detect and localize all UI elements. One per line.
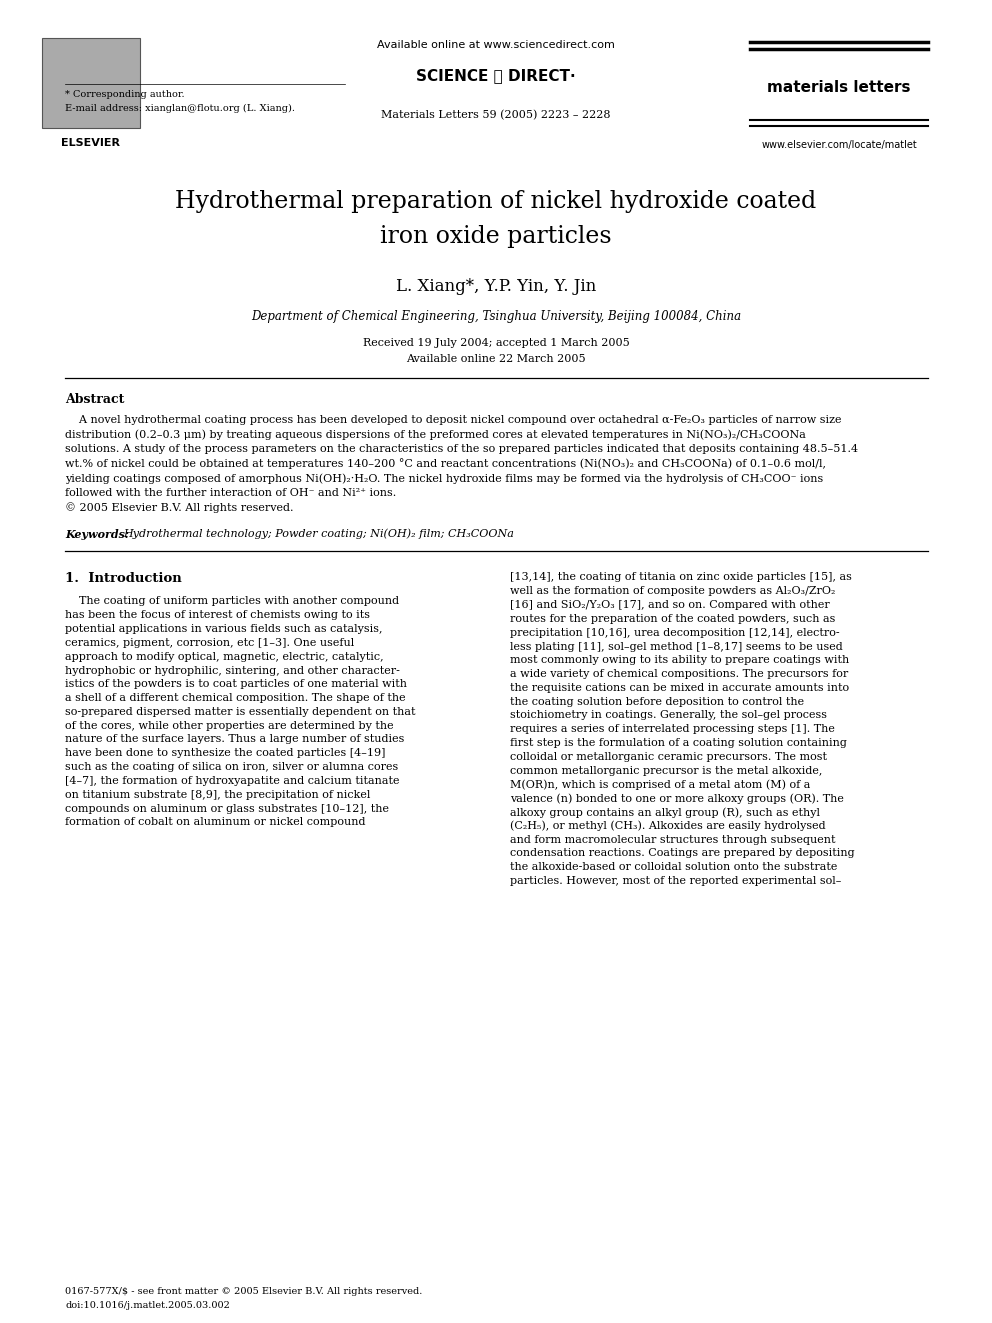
Text: Hydrothermal technology; Powder coating; Ni(OH)₂ film; CH₃COONa: Hydrothermal technology; Powder coating;… xyxy=(123,528,514,538)
Text: colloidal or metallorganic ceramic precursors. The most: colloidal or metallorganic ceramic precu… xyxy=(511,751,827,762)
Text: requires a series of interrelated processing steps [1]. The: requires a series of interrelated proces… xyxy=(511,724,835,734)
Text: [16] and SiO₂/Y₂O₃ [17], and so on. Compared with other: [16] and SiO₂/Y₂O₃ [17], and so on. Comp… xyxy=(511,601,830,610)
Text: SCIENCE ⓓ DIRECT·: SCIENCE ⓓ DIRECT· xyxy=(417,67,575,83)
Text: distribution (0.2–0.3 μm) by treating aqueous dispersions of the preformed cores: distribution (0.2–0.3 μm) by treating aq… xyxy=(65,430,806,441)
Text: L. Xiang*, Y.P. Yin, Y. Jin: L. Xiang*, Y.P. Yin, Y. Jin xyxy=(396,278,596,295)
Text: A novel hydrothermal coating process has been developed to deposit nickel compou: A novel hydrothermal coating process has… xyxy=(65,415,841,425)
Text: potential applications in various fields such as catalysis,: potential applications in various fields… xyxy=(65,624,383,634)
Text: 1.  Introduction: 1. Introduction xyxy=(65,573,182,586)
Text: such as the coating of silica on iron, silver or alumna cores: such as the coating of silica on iron, s… xyxy=(65,762,398,773)
Text: solutions. A study of the process parameters on the characteristics of the so pr: solutions. A study of the process parame… xyxy=(65,445,858,454)
Text: common metallorganic precursor is the metal alkoxide,: common metallorganic precursor is the me… xyxy=(511,766,823,775)
Text: particles. However, most of the reported experimental sol–: particles. However, most of the reported… xyxy=(511,876,842,886)
Text: wt.% of nickel could be obtained at temperatures 140–200 °C and reactant concent: wt.% of nickel could be obtained at temp… xyxy=(65,459,826,470)
Text: a wide variety of chemical compositions. The precursors for: a wide variety of chemical compositions.… xyxy=(511,669,849,679)
Text: first step is the formulation of a coating solution containing: first step is the formulation of a coati… xyxy=(511,738,847,747)
Text: (C₂H₅), or methyl (CH₃). Alkoxides are easily hydrolysed: (C₂H₅), or methyl (CH₃). Alkoxides are e… xyxy=(511,820,826,831)
Text: ELSEVIER: ELSEVIER xyxy=(62,138,120,148)
Text: M(OR)n, which is comprised of a metal atom (M) of a: M(OR)n, which is comprised of a metal at… xyxy=(511,779,810,790)
Text: Keywords:: Keywords: xyxy=(65,528,129,540)
Text: condensation reactions. Coatings are prepared by depositing: condensation reactions. Coatings are pre… xyxy=(511,848,855,859)
Text: followed with the further interaction of OH⁻ and Ni²⁺ ions.: followed with the further interaction of… xyxy=(65,487,396,497)
Text: istics of the powders is to coat particles of one material with: istics of the powders is to coat particl… xyxy=(65,679,407,689)
Text: so-prepared dispersed matter is essentially dependent on that: so-prepared dispersed matter is essentia… xyxy=(65,706,416,717)
Text: iron oxide particles: iron oxide particles xyxy=(380,225,612,247)
Text: * Corresponding author.: * Corresponding author. xyxy=(65,90,185,99)
Text: www.elsevier.com/locate/matlet: www.elsevier.com/locate/matlet xyxy=(761,140,917,149)
Text: less plating [11], sol–gel method [1–8,17] seems to be used: less plating [11], sol–gel method [1–8,1… xyxy=(511,642,843,651)
Text: [13,14], the coating of titania on zinc oxide particles [15], as: [13,14], the coating of titania on zinc … xyxy=(511,573,852,582)
Text: approach to modify optical, magnetic, electric, catalytic,: approach to modify optical, magnetic, el… xyxy=(65,652,384,662)
Text: ceramics, pigment, corrosion, etc [1–3]. One useful: ceramics, pigment, corrosion, etc [1–3].… xyxy=(65,638,354,648)
Text: stoichiometry in coatings. Generally, the sol–gel process: stoichiometry in coatings. Generally, th… xyxy=(511,710,827,721)
Text: the alkoxide-based or colloidal solution onto the substrate: the alkoxide-based or colloidal solution… xyxy=(511,863,838,872)
Text: has been the focus of interest of chemists owing to its: has been the focus of interest of chemis… xyxy=(65,610,370,620)
Text: well as the formation of composite powders as Al₂O₃/ZrO₂: well as the formation of composite powde… xyxy=(511,586,836,597)
Text: the coating solution before deposition to control the: the coating solution before deposition t… xyxy=(511,697,805,706)
Text: Department of Chemical Engineering, Tsinghua University, Beijing 100084, China: Department of Chemical Engineering, Tsin… xyxy=(251,310,741,323)
Text: E-mail address: xianglan@flotu.org (L. Xiang).: E-mail address: xianglan@flotu.org (L. X… xyxy=(65,105,295,114)
Text: doi:10.1016/j.matlet.2005.03.002: doi:10.1016/j.matlet.2005.03.002 xyxy=(65,1301,230,1310)
Text: routes for the preparation of the coated powders, such as: routes for the preparation of the coated… xyxy=(511,614,836,624)
Text: Abstract: Abstract xyxy=(65,393,124,406)
Text: [4–7], the formation of hydroxyapatite and calcium titanate: [4–7], the formation of hydroxyapatite a… xyxy=(65,775,400,786)
Text: Materials Letters 59 (2005) 2223 – 2228: Materials Letters 59 (2005) 2223 – 2228 xyxy=(381,110,611,120)
Text: on titanium substrate [8,9], the precipitation of nickel: on titanium substrate [8,9], the precipi… xyxy=(65,790,370,799)
Text: have been done to synthesize the coated particles [4–19]: have been done to synthesize the coated … xyxy=(65,749,386,758)
Text: most commonly owing to its ability to prepare coatings with: most commonly owing to its ability to pr… xyxy=(511,655,850,665)
Text: a shell of a different chemical composition. The shape of the: a shell of a different chemical composit… xyxy=(65,693,406,703)
Text: Available online at www.sciencedirect.com: Available online at www.sciencedirect.co… xyxy=(377,40,615,50)
Text: The coating of uniform particles with another compound: The coating of uniform particles with an… xyxy=(65,597,399,606)
Text: materials letters: materials letters xyxy=(767,79,911,95)
Text: Available online 22 March 2005: Available online 22 March 2005 xyxy=(406,355,586,364)
Text: nature of the surface layers. Thus a large number of studies: nature of the surface layers. Thus a lar… xyxy=(65,734,405,745)
Text: © 2005 Elsevier B.V. All rights reserved.: © 2005 Elsevier B.V. All rights reserved… xyxy=(65,501,294,513)
Text: precipitation [10,16], urea decomposition [12,14], electro-: precipitation [10,16], urea decompositio… xyxy=(511,627,840,638)
Text: the requisite cations can be mixed in accurate amounts into: the requisite cations can be mixed in ac… xyxy=(511,683,849,693)
Text: hydrophobic or hydrophilic, sintering, and other character-: hydrophobic or hydrophilic, sintering, a… xyxy=(65,665,400,676)
Text: Received 19 July 2004; accepted 1 March 2005: Received 19 July 2004; accepted 1 March … xyxy=(363,337,629,348)
Text: and form macromolecular structures through subsequent: and form macromolecular structures throu… xyxy=(511,835,836,844)
Text: yielding coatings composed of amorphous Ni(OH)₂·H₂O. The nickel hydroxide films : yielding coatings composed of amorphous … xyxy=(65,474,823,484)
Text: of the cores, while other properties are determined by the: of the cores, while other properties are… xyxy=(65,721,394,730)
Text: formation of cobalt on aluminum or nickel compound: formation of cobalt on aluminum or nicke… xyxy=(65,818,365,827)
Text: 0167-577X/$ - see front matter © 2005 Elsevier B.V. All rights reserved.: 0167-577X/$ - see front matter © 2005 El… xyxy=(65,1287,423,1297)
Text: compounds on aluminum or glass substrates [10–12], the: compounds on aluminum or glass substrate… xyxy=(65,803,389,814)
Text: Hydrothermal preparation of nickel hydroxide coated: Hydrothermal preparation of nickel hydro… xyxy=(176,191,816,213)
Text: alkoxy group contains an alkyl group (R), such as ethyl: alkoxy group contains an alkyl group (R)… xyxy=(511,807,820,818)
Text: valence (n) bonded to one or more alkoxy groups (OR). The: valence (n) bonded to one or more alkoxy… xyxy=(511,794,844,804)
Bar xyxy=(42,38,140,128)
